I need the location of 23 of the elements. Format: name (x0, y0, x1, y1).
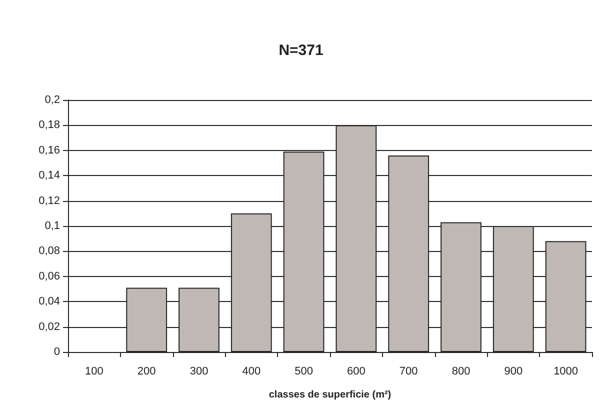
y-tick-label: 0,16 (38, 144, 60, 156)
x-tick-label: 300 (190, 366, 208, 378)
y-tick-label: 0,1 (44, 220, 60, 232)
x-tick-label: 400 (242, 366, 261, 378)
y-tick-label: 0,18 (38, 119, 60, 132)
x-tick-label: 700 (399, 366, 418, 378)
y-tick-label: 0,06 (38, 270, 60, 282)
x-tick-label: 200 (137, 366, 156, 378)
y-tick-label: 0,2 (44, 94, 60, 106)
y-tick-label: 0,02 (38, 320, 60, 333)
x-tick-label: 500 (294, 366, 313, 378)
y-tick-label: 0,08 (38, 245, 60, 258)
chart-title: N=371 (278, 42, 324, 59)
y-tick-label: 0,14 (38, 170, 60, 182)
x-tick-label: 100 (85, 366, 104, 378)
x-tick-label: 800 (452, 366, 470, 378)
y-tick-label: 0,12 (38, 194, 60, 207)
x-tick-label: 1000 (554, 366, 578, 378)
x-tick-label: 600 (347, 366, 366, 378)
y-tick-label: 0 (54, 346, 60, 358)
x-tick-label: 900 (504, 366, 523, 378)
y-tick-label: 0,04 (38, 296, 60, 308)
x-axis-title: classes de superficie (m²) (268, 390, 392, 400)
